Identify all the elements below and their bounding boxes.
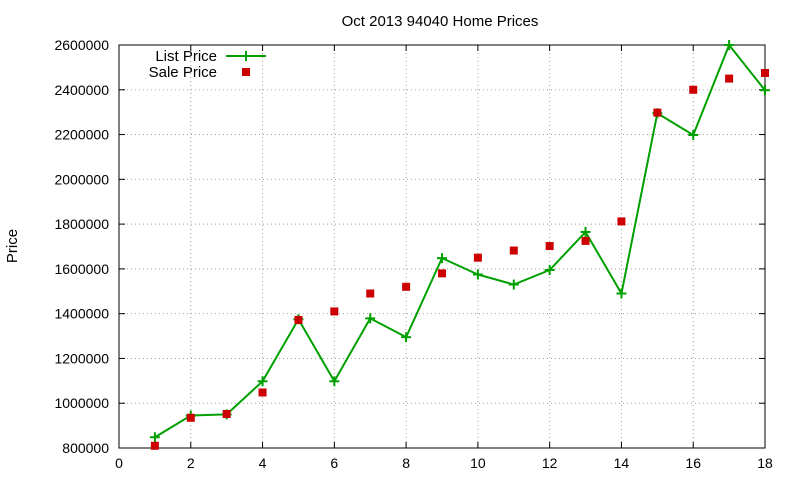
legend: List Price Sale Price — [149, 48, 266, 81]
x-tick-label: 18 — [757, 455, 773, 471]
x-tick-label: 14 — [614, 455, 630, 471]
sale-price-point — [617, 217, 626, 226]
list-price-point — [149, 432, 160, 443]
legend-sale-price-marker — [242, 68, 250, 76]
sale-price-point — [689, 85, 698, 94]
y-tick-label: 2000000 — [54, 171, 109, 187]
sale-price-point — [761, 68, 769, 77]
legend-sale-price-label: Sale Price — [149, 64, 217, 81]
sale-price-point — [402, 282, 411, 291]
y-axis-label: Price — [4, 229, 21, 263]
sale-price-point — [509, 246, 518, 255]
sale-price-point — [186, 413, 195, 422]
list-price-line — [154, 44, 766, 439]
list-price-point — [616, 288, 627, 299]
x-tick-label: 0 — [115, 455, 123, 471]
sale-price-point — [294, 315, 303, 324]
plot-frame — [118, 44, 766, 449]
x-tick-label: 10 — [470, 455, 486, 471]
legend-list-price-sample — [226, 51, 266, 61]
series-list-price — [149, 40, 770, 443]
sale-price-point — [438, 269, 446, 278]
list-price-point — [472, 269, 483, 280]
list-price-point — [365, 313, 376, 324]
sale-price-point — [366, 289, 375, 298]
sale-price-point — [545, 242, 554, 251]
y-tick-label: 800000 — [62, 440, 109, 456]
axis-ticks: 0 2 4 6 8 10 12 14 16 18 800000 1000000 1200000 14000… — [54, 37, 773, 471]
x-tick-label: 16 — [685, 455, 701, 471]
chart-title: Oct 2013 94040 Home Prices — [342, 13, 539, 30]
list-price-point — [437, 253, 447, 264]
list-price-point — [544, 265, 555, 276]
x-tick-label: 8 — [402, 455, 410, 471]
y-tick-label: 1200000 — [54, 350, 109, 366]
x-tick-label: 6 — [330, 455, 338, 471]
grid — [119, 45, 765, 448]
sale-price-point — [150, 441, 159, 450]
x-tick-label: 4 — [259, 455, 267, 471]
sale-price-point — [581, 236, 590, 245]
series-sale-price — [150, 68, 769, 450]
y-tick-label: 2400000 — [54, 82, 109, 98]
list-price-point — [580, 226, 591, 237]
legend-list-price-marker — [241, 51, 251, 61]
y-tick-label: 2600000 — [54, 37, 109, 53]
x-tick-label: 2 — [187, 455, 195, 471]
sale-price-point — [473, 253, 482, 262]
y-tick-label: 1000000 — [54, 395, 109, 411]
y-tick-label: 1800000 — [54, 216, 109, 232]
y-tick-label: 1400000 — [54, 306, 109, 322]
series-layer — [149, 40, 770, 450]
list-price-point — [329, 376, 340, 387]
legend-sale-price-sample — [242, 68, 250, 76]
sale-price-point — [258, 388, 267, 397]
list-price-point — [401, 332, 412, 343]
legend-list-price-label: List Price — [155, 48, 217, 65]
sale-price-point — [330, 307, 339, 316]
list-price-point — [760, 85, 770, 96]
x-tick-label: 12 — [542, 455, 558, 471]
y-tick-label: 1600000 — [54, 261, 109, 277]
sale-price-point — [653, 108, 662, 117]
list-price-point — [688, 130, 699, 141]
list-price-point — [508, 279, 519, 290]
y-tick-label: 2200000 — [54, 127, 109, 143]
sale-price-point — [222, 409, 231, 418]
sale-price-point — [725, 74, 734, 83]
list-price-point — [724, 40, 735, 50]
list-price-point — [257, 376, 268, 387]
